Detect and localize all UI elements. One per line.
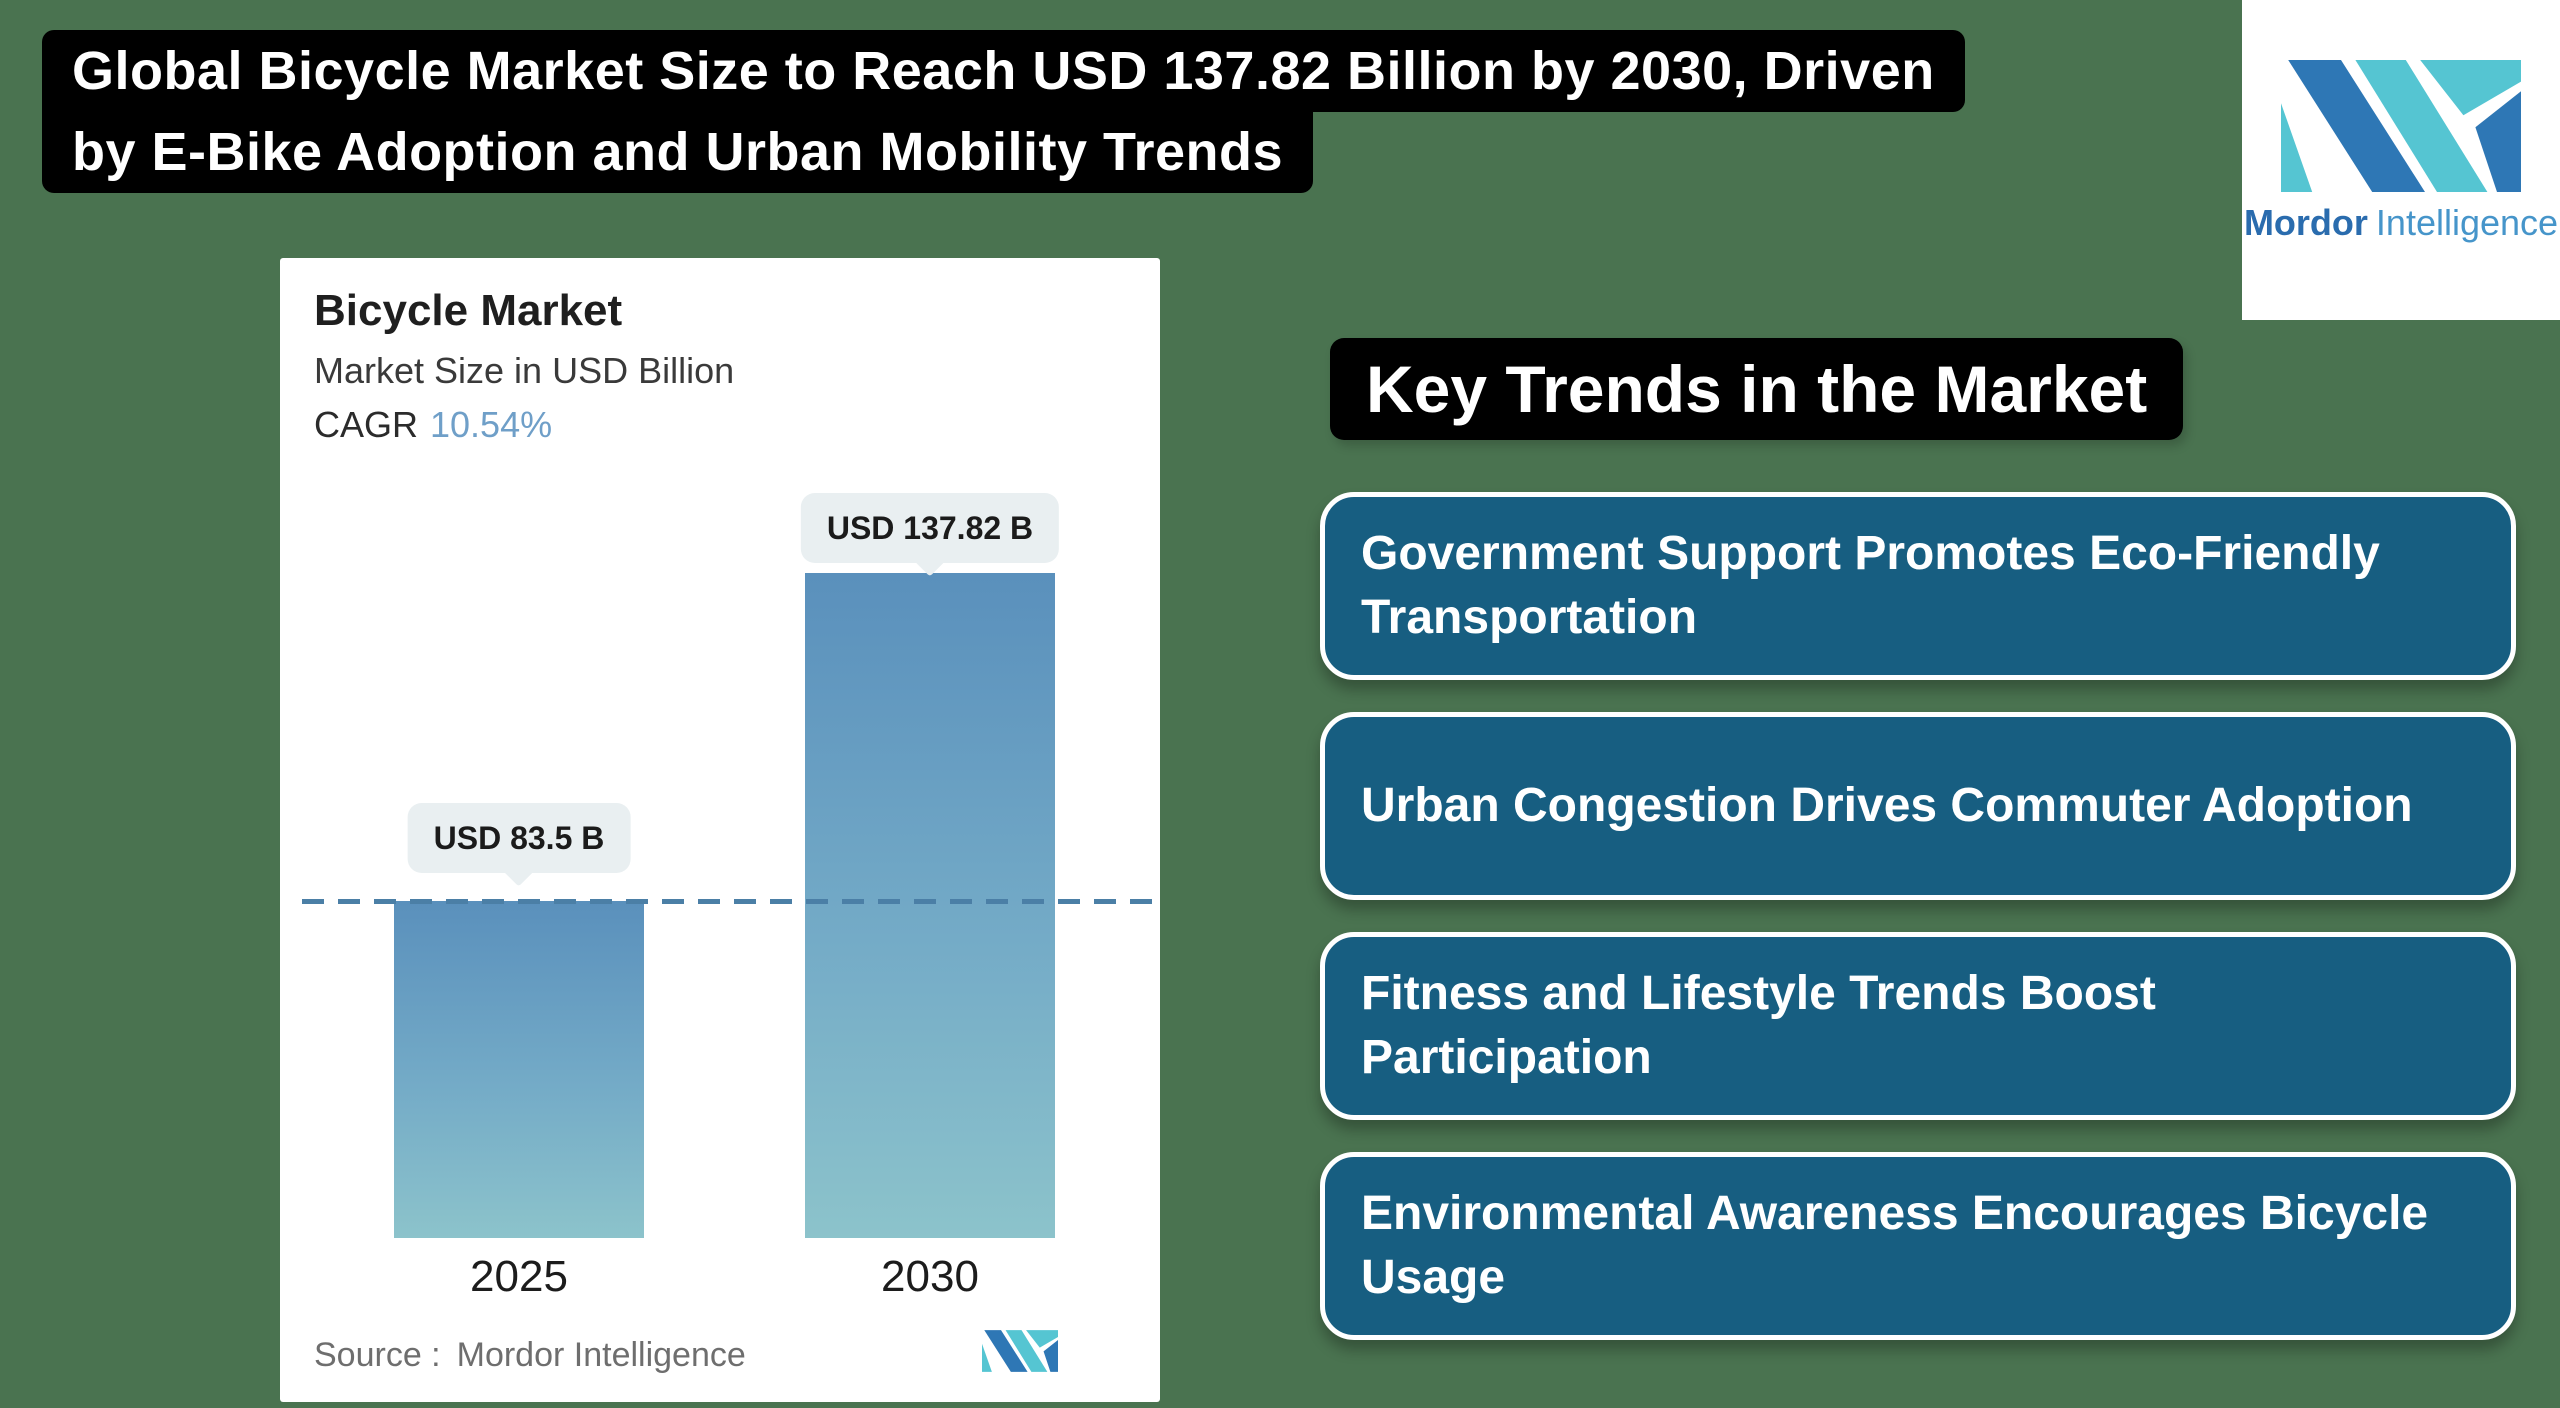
trend-box-fitness-lifestyle: Fitness and Lifestyle Trends Boost Parti… (1320, 932, 2516, 1120)
logo-word-intelligence: Intelligence (2375, 202, 2559, 243)
source-value: Mordor Intelligence (456, 1336, 746, 1374)
trend-label: Urban Congestion Drives Commuter Adoptio… (1361, 779, 2413, 832)
mordor-logo-small-icon (982, 1330, 1058, 1372)
key-trends-heading: Key Trends in the Market (1330, 338, 2184, 440)
cagr-value: 10.54% (430, 404, 553, 445)
trend-label: Fitness and Lifestyle Trends Boost Parti… (1361, 967, 2156, 1084)
page-title-line2: by E-Bike Adoption and Urban Mobility Tr… (42, 111, 1314, 193)
trend-label: Environmental Awareness Encourages Bicyc… (1361, 1187, 2429, 1304)
source-label: Source : (314, 1336, 441, 1374)
trend-box-urban-congestion: Urban Congestion Drives Commuter Adoptio… (1320, 712, 2516, 900)
mordor-intelligence-logo: Mordor Intelligence (2242, 0, 2560, 320)
bar-2025 (394, 901, 644, 1238)
cagr-label: CAGR (314, 404, 419, 445)
trend-box-government-support: Government Support Promotes Eco-Friendly… (1320, 492, 2516, 680)
trend-box-environmental-awareness: Environmental Awareness Encourages Bicyc… (1320, 1152, 2516, 1340)
data-label-2030: USD 137.82 B (800, 493, 1060, 563)
logo-wordmark: Mordor Intelligence (2244, 202, 2558, 244)
chart-subtitle: Market Size in USD Billion (314, 350, 735, 391)
chart-cagr-row: CAGR 10.54% (314, 404, 552, 446)
data-label-2025: USD 83.5 B (407, 803, 631, 873)
x-axis-label-2025: 2025 (470, 1252, 568, 1301)
bar-2030 (805, 573, 1055, 1238)
chart-title: Bicycle Market (314, 286, 623, 335)
bicycle-market-chart-card: Bicycle Market Market Size in USD Billio… (280, 258, 1160, 1402)
chart-source: Source : Mordor Intelligence (314, 1336, 746, 1375)
page-title-line1: Global Bicycle Market Size to Reach USD … (42, 30, 1965, 112)
x-axis-label-2030: 2030 (881, 1252, 979, 1301)
logo-word-mordor: Mordor (2243, 202, 2368, 243)
mordor-logo-icon (2281, 60, 2521, 192)
trend-label: Government Support Promotes Eco-Friendly… (1361, 527, 2380, 644)
page-title: Global Bicycle Market Size to Reach USD … (42, 30, 2342, 193)
baseline-dashed-line (302, 899, 1154, 904)
